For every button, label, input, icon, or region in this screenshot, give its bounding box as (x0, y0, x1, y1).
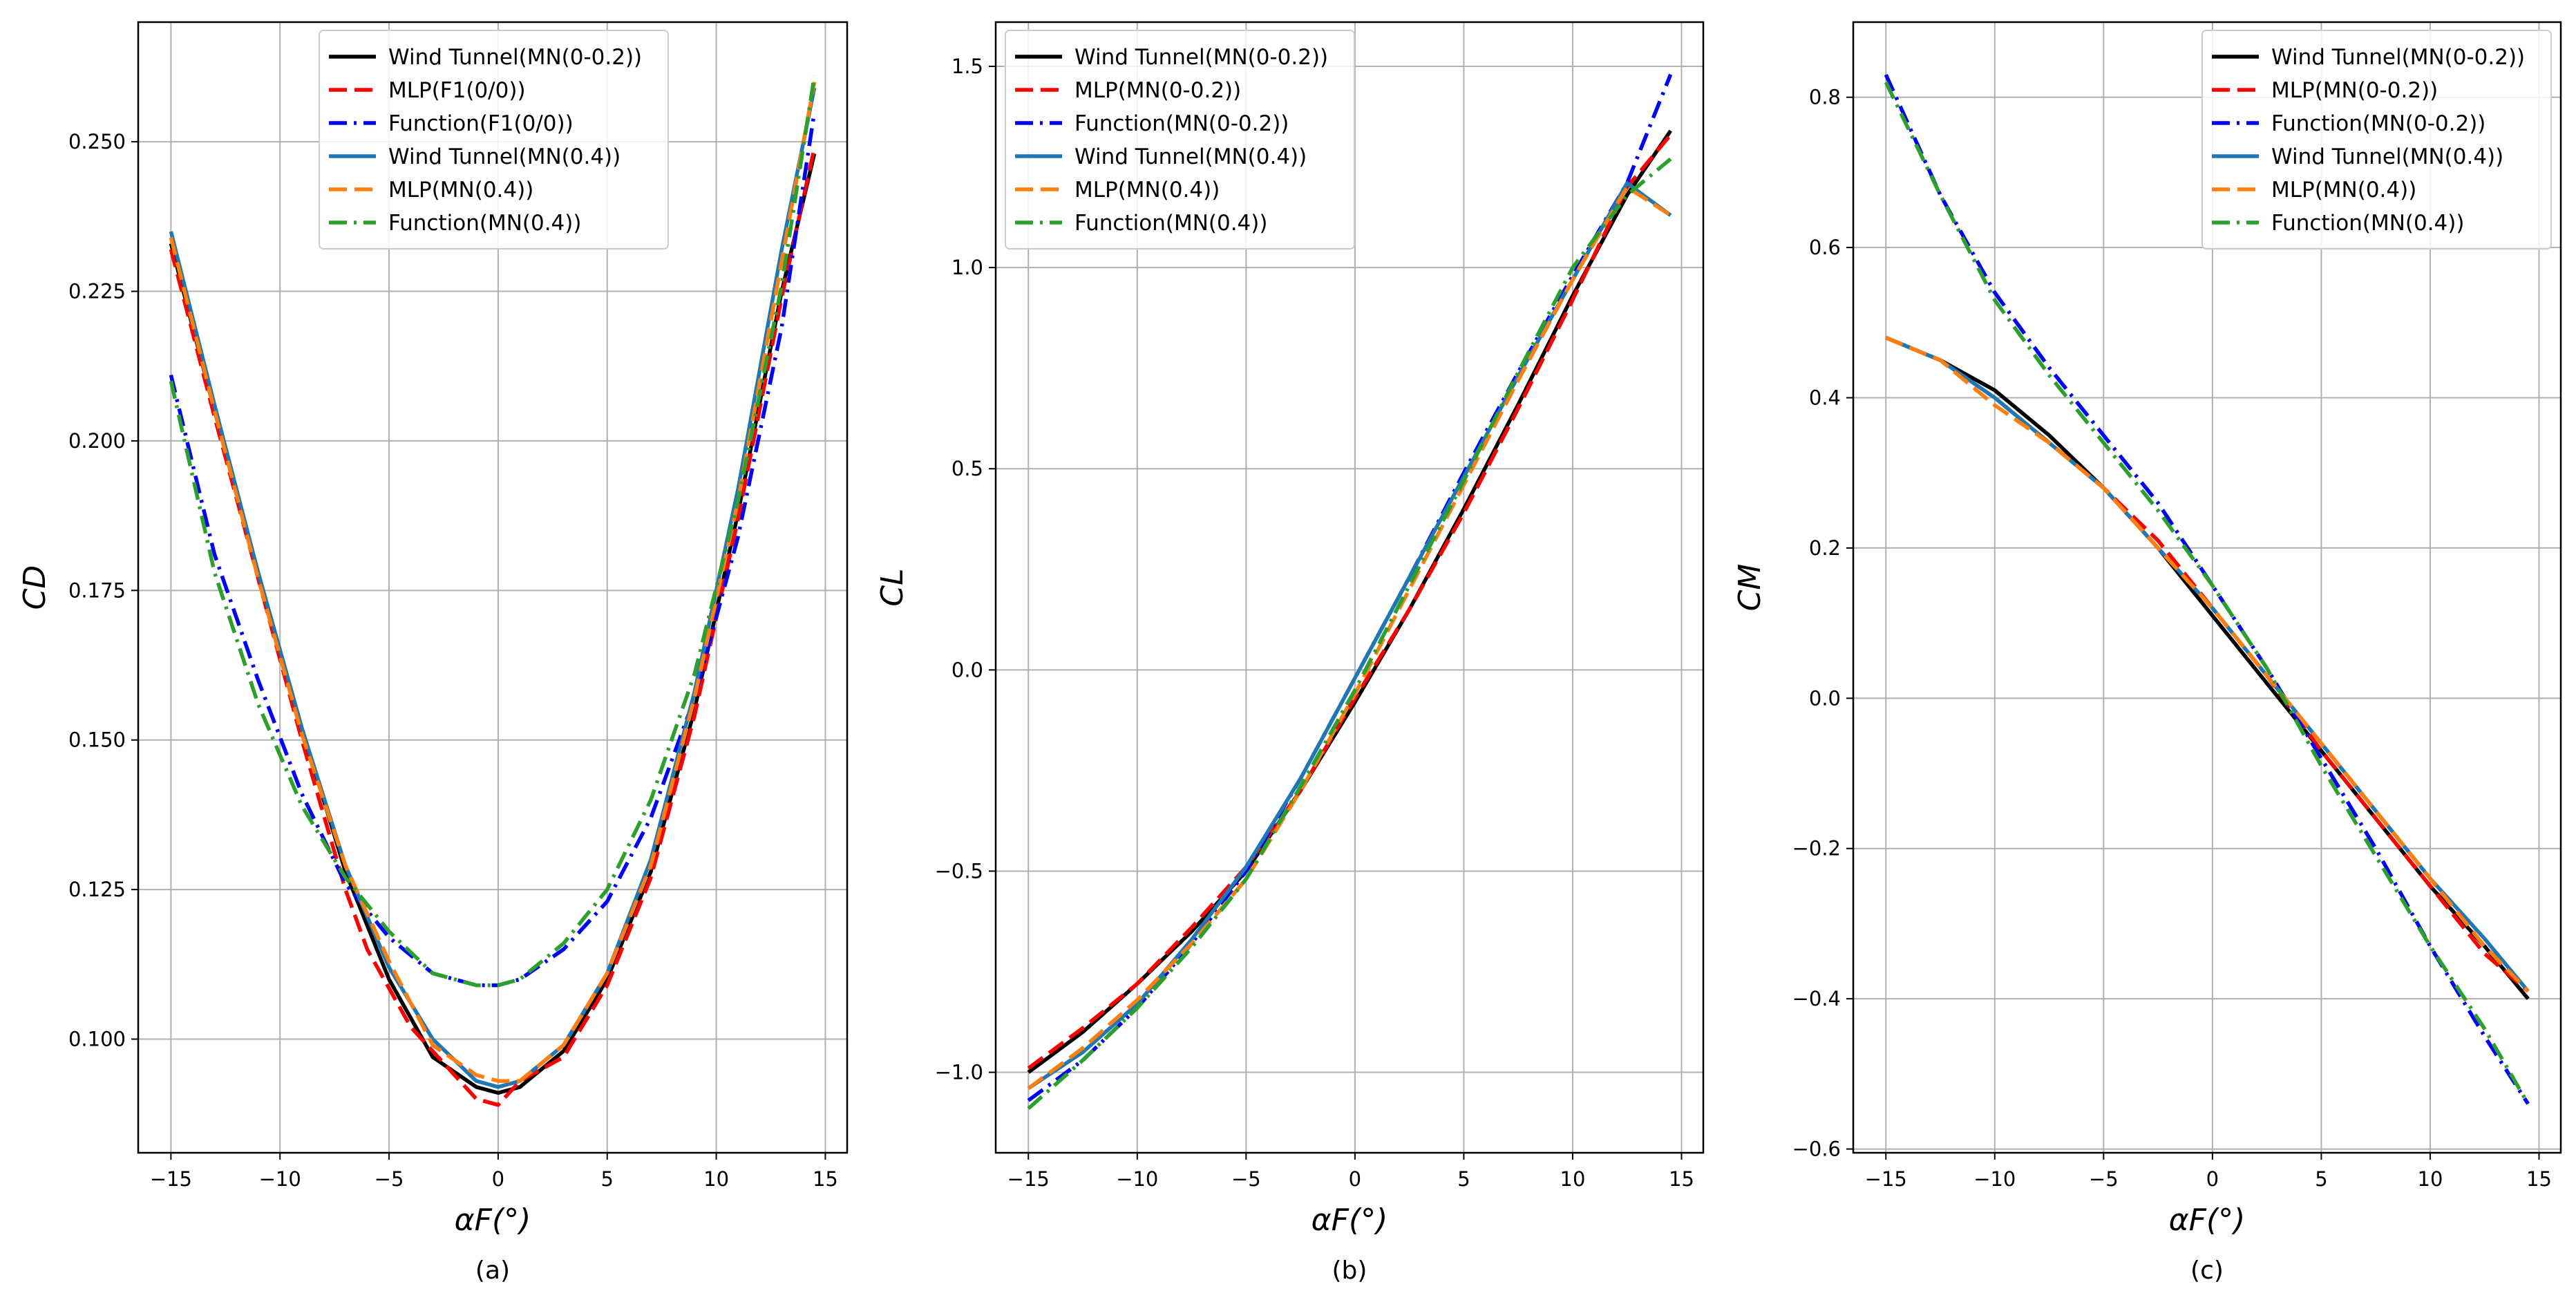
series-line (1027, 185, 1672, 1091)
y-tick-label: 0.175 (68, 578, 126, 602)
panel-a: −15 −10 −5 0 5 10 15 0.100 0.125 0.150 0.175 0.200 0… (17, 21, 849, 1285)
y-tick-label: 0.4 (1809, 386, 1841, 410)
legend-entry: Wind Tunnel(MN(0.4)) (2271, 144, 2503, 169)
legend-entry: Function(MN(0-0.2)) (2271, 111, 2485, 136)
panel-b: −15 −10 −5 0 5 10 15 −1.0 −0.5 0.0 0.5 1.0 1.5 αF(°) C… (875, 21, 1705, 1285)
x-tick-label: −10 (1116, 1167, 1158, 1191)
legend-box (1005, 30, 1355, 249)
panel-c: −15 −10 −5 0 5 10 15 −0.6 −0.4 −0.2 0.0 0.2 0.4 0.6 0.… (1732, 21, 2562, 1285)
panel-caption: (a) (475, 1256, 510, 1285)
y-tick-label: 0.8 (1809, 86, 1841, 109)
y-tick-label: 0.250 (68, 130, 126, 153)
y-tick-label: −1.0 (935, 1061, 983, 1084)
y-axis-label: CD (17, 565, 53, 610)
panel-caption: (b) (1332, 1256, 1367, 1285)
x-tick-label: 15 (813, 1167, 838, 1191)
x-tick-label: 0 (1349, 1167, 1361, 1191)
x-tick-label: −15 (1007, 1167, 1050, 1191)
y-axis-label: CL (875, 568, 910, 606)
legend-entry: MLP(MN(0.4)) (2271, 178, 2416, 202)
axes-frame (1852, 21, 2562, 1154)
series-line (169, 147, 817, 1107)
y-tick-label: 0.0 (1809, 686, 1841, 710)
series-line (1885, 336, 2530, 993)
legend-entry: Function(MN(0.4)) (2271, 211, 2464, 236)
series-line (1027, 157, 1672, 1111)
legend-entry: MLP(MN(0.4)) (1074, 178, 1220, 202)
y-tick-label: 0.225 (68, 280, 126, 303)
y-tick-label: 0.0 (951, 658, 983, 681)
x-tick-label: 5 (1457, 1167, 1470, 1191)
legend-entry: Wind Tunnel(MN(0-0.2)) (1074, 45, 1328, 70)
series-line (1885, 336, 2530, 993)
legend-entry: Function(F1(0/0)) (388, 111, 574, 136)
x-tick-label: 10 (703, 1167, 729, 1191)
legend-entry: Wind Tunnel(MN(0.4)) (388, 144, 621, 169)
x-tick-label: −10 (259, 1167, 301, 1191)
y-tick-label: −0.5 (935, 859, 983, 883)
series-line (1884, 73, 2530, 1105)
y-tick-label: 1.5 (951, 55, 983, 78)
x-tick-label: 10 (2418, 1167, 2443, 1191)
axes-frame (994, 21, 1705, 1154)
legend-entry: Function(MN(0.4)) (1074, 211, 1267, 236)
y-tick-label: −0.6 (1792, 1138, 1841, 1161)
x-tick-label: 15 (2526, 1167, 2552, 1191)
x-tick-label: −5 (1231, 1167, 1261, 1191)
x-tick-label: −5 (375, 1167, 404, 1191)
y-tick-label: 0.6 (1809, 236, 1841, 259)
series-line (1027, 129, 1672, 1074)
series-line (169, 153, 817, 1095)
x-tick-label: −15 (1865, 1167, 1907, 1191)
x-tick-label: 15 (1669, 1167, 1694, 1191)
y-tick-label: 0.100 (68, 1028, 126, 1051)
y-axis-label: CM (1732, 564, 1768, 612)
x-axis-label: αF(°) (1311, 1203, 1388, 1238)
series-line (1885, 336, 2530, 993)
x-tick-label: 5 (2315, 1167, 2327, 1191)
series-line (169, 87, 817, 1089)
legend-entry: Wind Tunnel(MN(0.4)) (1074, 144, 1307, 169)
x-tick-label: −5 (2089, 1167, 2119, 1191)
legend-entry: Function(MN(0.4)) (388, 211, 581, 236)
y-tick-label: 0.200 (68, 429, 126, 453)
x-tick-label: 0 (2206, 1167, 2219, 1191)
x-tick-label: 0 (492, 1167, 504, 1191)
legend-entry: MLP(MN(0.4)) (388, 178, 533, 202)
legend-entry: Function(MN(0-0.2)) (1074, 111, 1289, 136)
y-tick-label: −0.2 (1792, 837, 1841, 860)
legend-entry: MLP(MN(0-0.2)) (1074, 78, 1241, 103)
legend-entry: MLP(F1(0/0)) (388, 78, 526, 103)
y-tick-label: 0.150 (68, 728, 126, 752)
legend-entry: Wind Tunnel(MN(0-0.2)) (2271, 45, 2525, 70)
x-axis-label: αF(°) (455, 1203, 531, 1238)
panel-caption: (c) (2190, 1256, 2224, 1285)
x-tick-label: 5 (601, 1167, 614, 1191)
legend-entry: MLP(MN(0-0.2)) (2271, 78, 2438, 103)
y-tick-label: 0.125 (68, 878, 126, 901)
legend-box (2201, 30, 2552, 249)
series-line (169, 75, 817, 988)
series-line (1885, 336, 2530, 1000)
axes-frame (137, 21, 849, 1154)
y-tick-label: −0.4 (1792, 987, 1841, 1010)
series-line (1884, 81, 2530, 1105)
series-line (169, 82, 817, 1083)
y-tick-label: 0.2 (1809, 536, 1841, 560)
legend-entry: Wind Tunnel(MN(0-0.2)) (388, 45, 642, 70)
x-tick-label: 10 (1560, 1167, 1586, 1191)
series-line (1027, 181, 1672, 1091)
x-axis-label: αF(°) (2169, 1203, 2246, 1238)
legend-box (319, 30, 669, 249)
x-tick-label: −15 (150, 1167, 192, 1191)
series-line (1027, 133, 1672, 1070)
y-tick-label: 1.0 (951, 256, 983, 279)
y-tick-label: 0.5 (951, 457, 983, 480)
x-tick-label: −10 (1973, 1167, 2016, 1191)
